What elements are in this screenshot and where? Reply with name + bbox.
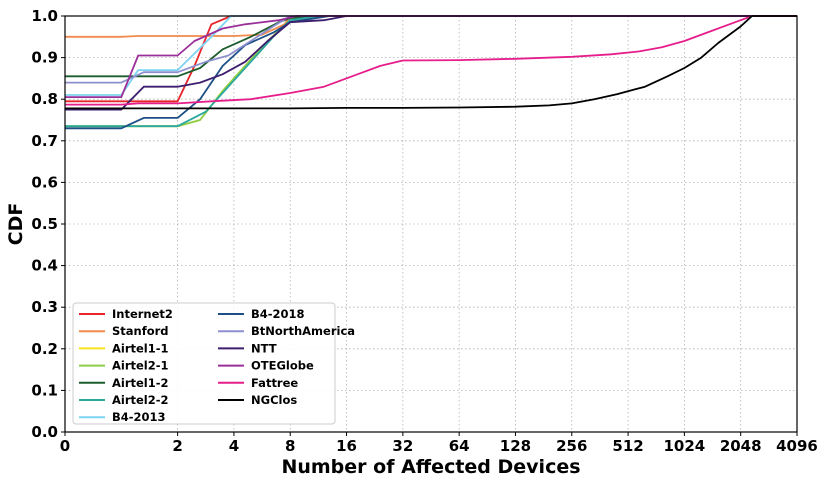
y-tick-label: 0.5 [31,215,58,233]
legend: Internet2 Stanford Airtel1-1 Airtel2-1 Airte… [72,302,355,425]
series-line-airtel1-1 [65,15,797,128]
y-tick-label: 0.8 [31,90,58,108]
series-line-ngclos [65,15,797,110]
legend-entry: B4-2013 [112,410,166,424]
legend-entry: Fattree [251,376,298,390]
x-tick-label: 2 [172,437,182,455]
series-line-oteglobe [65,15,797,98]
series-line-b4-2018 [65,15,797,130]
series-line-airtel2-1 [65,15,797,128]
x-tick-label: 4096 [776,437,818,455]
series-line-btnorthamerica [65,15,797,84]
y-axis-label: CDF [5,203,27,246]
x-tick-label: 8 [285,437,295,455]
legend-entry: Stanford [112,324,169,338]
y-tick-label: 0.4 [31,257,58,275]
x-tick-label: 4 [229,437,239,455]
legend-frame [72,302,336,425]
series-line-ntt [65,15,797,111]
x-tick-label: 16 [336,437,357,455]
series-line-airtel1-2 [65,15,797,78]
series-line-fattree [65,15,797,106]
y-tick-label: 0.6 [31,173,58,191]
legend-entry: B4-2018 [251,307,305,321]
x-tick-label: 32 [392,437,413,455]
legend-entry: Internet2 [112,307,173,321]
legend-entry: OTEGlobe [251,359,314,373]
x-tick-label: 512 [612,437,643,455]
legend-entry: Airtel2-2 [112,393,169,407]
x-tick-label: 0 [60,437,70,455]
x-tick-label: 64 [449,437,470,455]
y-tick-label: 0.7 [31,132,58,150]
legend-entry: Airtel2-1 [112,359,169,373]
x-tick-label: 128 [500,437,531,455]
series-line-internet2 [65,15,797,103]
y-tick-label: 0.0 [31,423,58,441]
legend-entry: BtNorthAmerica [251,324,355,338]
legend-entry: Airtel1-2 [112,376,169,390]
y-tick-label: 1.0 [31,7,58,25]
legend-entry: NTT [251,341,277,355]
x-tick-label: 2048 [720,437,762,455]
y-tick-label: 0.9 [31,49,58,67]
legend-entry: NGClos [251,393,297,407]
y-tick-label: 0.3 [31,298,58,316]
series-line-stanford [65,15,797,38]
series-lines [65,15,797,130]
series-line-airtel2-2 [65,15,797,128]
x-tick-label: 1024 [664,437,706,455]
legend-entry: Airtel1-1 [112,341,169,355]
axis-ticks: 0 2 4 8 16 32 64 128 256 512 1024 2048 4096 0.0 0.1 0.2… [31,7,817,455]
x-tick-label: 256 [556,437,587,455]
y-tick-label: 0.1 [31,381,58,399]
y-tick-label: 0.2 [31,340,58,358]
x-axis-label: Number of Affected Devices [281,456,580,478]
